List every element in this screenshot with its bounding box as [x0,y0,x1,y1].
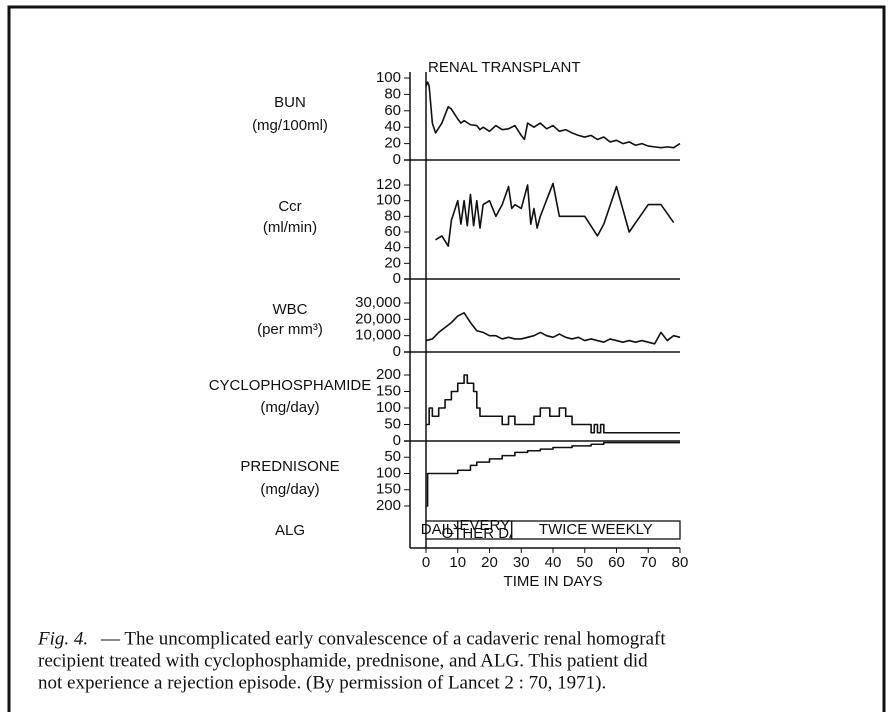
y-unit: (per mm³) [257,321,323,338]
x-axis-title: TIME IN DAYS [504,573,603,590]
y-tick-label: 40 [384,118,401,135]
alg-label: DAILY [421,521,463,538]
y-tick-label: 20,000 [355,310,401,327]
y-label: ALG [275,522,305,539]
y-tick-label: 200 [376,366,401,383]
alg-label: TWICE WEEKLY [539,521,653,538]
x-tick-label: 30 [513,554,530,571]
x-tick-label: 10 [449,554,466,571]
y-tick-label: 60 [384,223,401,240]
caption-label: Fig. 4. [37,628,88,649]
annotation: RENAL TRANSPLANT [428,59,581,76]
y-label: CYCLOPHOSPHAMIDE [209,377,372,394]
x-tick-label: 80 [672,554,689,571]
y-unit: (mg/100ml) [252,117,328,134]
y-tick-label: 20 [384,254,401,271]
step-line [426,374,680,434]
step-line [426,441,680,507]
frame [7,5,886,712]
y-tick-label: 0 [393,270,401,287]
y-tick-label: 30,000 [355,294,401,311]
y-tick-label: 80 [384,207,401,224]
y-tick-label: 80 [384,85,401,102]
y-unit: (ml/min) [263,219,317,236]
y-label: Ccr [278,198,301,215]
y-tick-label: 100 [376,464,401,481]
y-tick-label: 50 [384,415,401,432]
y-tick-label: 100 [376,192,401,209]
x-tick-label: 50 [576,554,593,571]
data-line [435,182,675,247]
y-tick-label: 120 [376,176,401,193]
x-tick-label: 70 [640,554,657,571]
x-tick-label: 60 [608,554,625,571]
y-tick-label: 20 [384,135,401,152]
caption-line: — The uncomplicated early convalescence … [100,628,666,649]
caption-line: not experience a rejection episode. (By … [38,672,606,693]
alg-label: OTHER DAY [442,525,528,542]
data-line [425,81,681,149]
x-tick-label: 40 [545,554,562,571]
y-tick-label: 10,000 [355,327,401,344]
x-tick-label: 0 [422,554,430,571]
y-tick-label: 50 [384,448,401,465]
caption-line: recipient treated with cyclophosphamide,… [38,650,648,671]
alg-label: EVERY [459,517,510,534]
y-tick-label: 150 [376,382,401,399]
y-tick-label: 40 [384,239,401,256]
y-label: BUN [274,94,306,111]
y-tick-label: 60 [384,102,401,119]
y-tick-label: 200 [376,497,401,514]
y-tick-label: 100 [376,69,401,86]
x-tick-label: 20 [481,554,498,571]
y-tick-label: 0 [393,432,401,449]
y-tick-label: 0 [393,151,401,168]
y-unit: (mg/day) [260,399,319,416]
y-unit: (mg/day) [260,481,319,498]
y-tick-label: 100 [376,399,401,416]
alg-segment [511,520,681,540]
y-label: WBC [273,301,308,318]
data-line [425,312,681,345]
y-label: PREDNISONE [240,458,339,475]
y-tick-label: 0 [393,343,401,360]
y-tick-label: 150 [376,481,401,498]
